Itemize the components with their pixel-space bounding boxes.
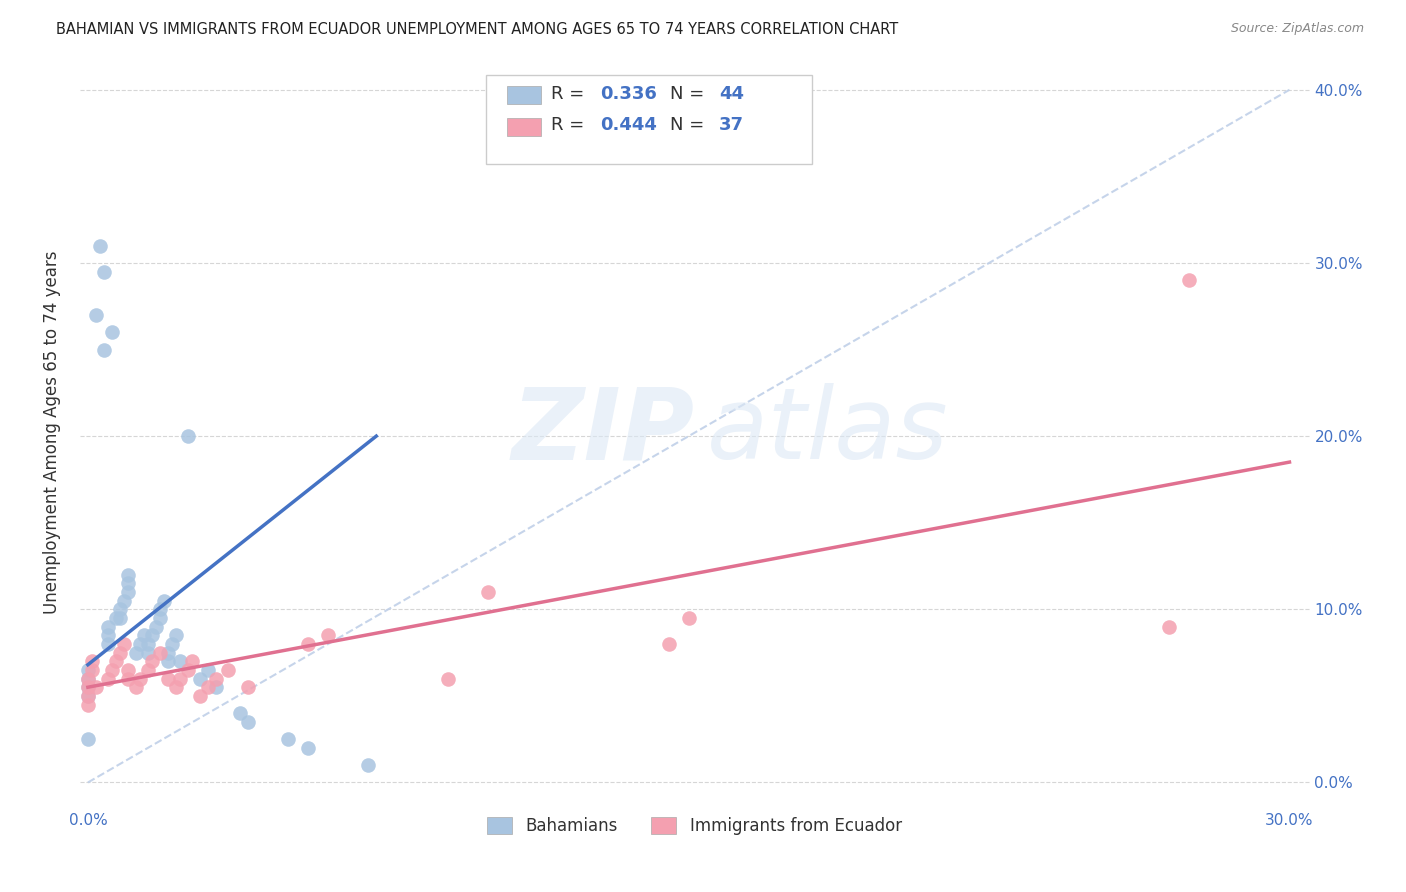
Text: 0.444: 0.444 (600, 116, 657, 134)
Y-axis label: Unemployment Among Ages 65 to 74 years: Unemployment Among Ages 65 to 74 years (44, 250, 60, 614)
Point (169, 654, 191, 668)
Point (117, 663, 139, 677)
Point (297, 740, 319, 755)
Point (77, 689, 100, 703)
Point (156, 672, 179, 686)
Point (108, 602, 131, 616)
Text: N =: N = (671, 116, 710, 134)
Point (316, 628, 339, 642)
Point (97, 672, 120, 686)
Point (136, 663, 159, 677)
Text: 0.336: 0.336 (600, 85, 657, 103)
Point (297, 637, 319, 651)
Point (129, 637, 152, 651)
Point (77, 698, 100, 712)
Point (181, 654, 204, 668)
Point (437, 672, 460, 686)
Point (149, 602, 172, 616)
Point (197, 680, 219, 694)
Point (104, 611, 127, 625)
Text: atlas: atlas (707, 384, 949, 480)
FancyBboxPatch shape (485, 76, 811, 164)
Point (205, 680, 228, 694)
Point (236, 680, 259, 694)
Point (93, 343, 115, 357)
Point (658, 637, 681, 651)
Point (77, 732, 100, 747)
Point (136, 637, 159, 651)
Point (197, 663, 219, 677)
Point (165, 628, 187, 642)
Text: ZIP: ZIP (512, 384, 695, 480)
Point (132, 628, 155, 642)
Point (129, 672, 152, 686)
Point (141, 654, 163, 668)
Point (156, 646, 179, 660)
Point (112, 637, 135, 651)
Point (125, 646, 148, 660)
Point (277, 732, 299, 747)
Point (136, 646, 159, 660)
Point (117, 672, 139, 686)
Point (77, 672, 100, 686)
Point (149, 611, 172, 625)
Text: N =: N = (671, 85, 710, 103)
Point (145, 619, 167, 633)
Point (77, 672, 100, 686)
Point (177, 663, 200, 677)
Point (141, 628, 163, 642)
Point (77, 680, 100, 694)
Point (678, 611, 700, 625)
Point (84, 308, 107, 322)
Point (236, 714, 259, 729)
Point (80, 663, 103, 677)
Point (117, 585, 139, 599)
Legend: Bahamians, Immigrants from Ecuador: Bahamians, Immigrants from Ecuador (478, 807, 912, 846)
Point (117, 567, 139, 582)
Point (80, 654, 103, 668)
Point (1178, 273, 1201, 287)
Point (149, 646, 172, 660)
Point (188, 689, 211, 703)
Point (177, 429, 200, 443)
Text: R =: R = (551, 85, 591, 103)
Point (101, 663, 124, 677)
Text: R =: R = (551, 116, 591, 134)
FancyBboxPatch shape (506, 86, 541, 104)
Point (477, 585, 499, 599)
FancyBboxPatch shape (506, 118, 541, 136)
Point (77, 663, 100, 677)
Text: Source: ZipAtlas.com: Source: ZipAtlas.com (1230, 22, 1364, 36)
Point (205, 672, 228, 686)
Point (108, 611, 131, 625)
Text: BAHAMIAN VS IMMIGRANTS FROM ECUADOR UNEMPLOYMENT AMONG AGES 65 TO 74 YEARS CORRE: BAHAMIAN VS IMMIGRANTS FROM ECUADOR UNEM… (56, 22, 898, 37)
Point (77, 680, 100, 694)
Point (104, 654, 127, 668)
Point (77, 689, 100, 703)
Point (89, 238, 111, 252)
Point (165, 680, 187, 694)
Point (97, 637, 120, 651)
Point (160, 637, 183, 651)
Point (169, 672, 191, 686)
Point (153, 593, 176, 607)
Point (108, 646, 131, 660)
Point (156, 654, 179, 668)
Text: 44: 44 (720, 85, 744, 103)
Point (217, 663, 239, 677)
Point (97, 628, 120, 642)
Point (229, 706, 252, 721)
Point (97, 619, 120, 633)
Point (93, 264, 115, 278)
Point (125, 680, 148, 694)
Point (188, 672, 211, 686)
Text: 37: 37 (720, 116, 744, 134)
Point (101, 325, 124, 339)
Point (117, 576, 139, 591)
Point (357, 758, 380, 772)
Point (112, 593, 135, 607)
Point (84, 680, 107, 694)
Point (1159, 619, 1181, 633)
